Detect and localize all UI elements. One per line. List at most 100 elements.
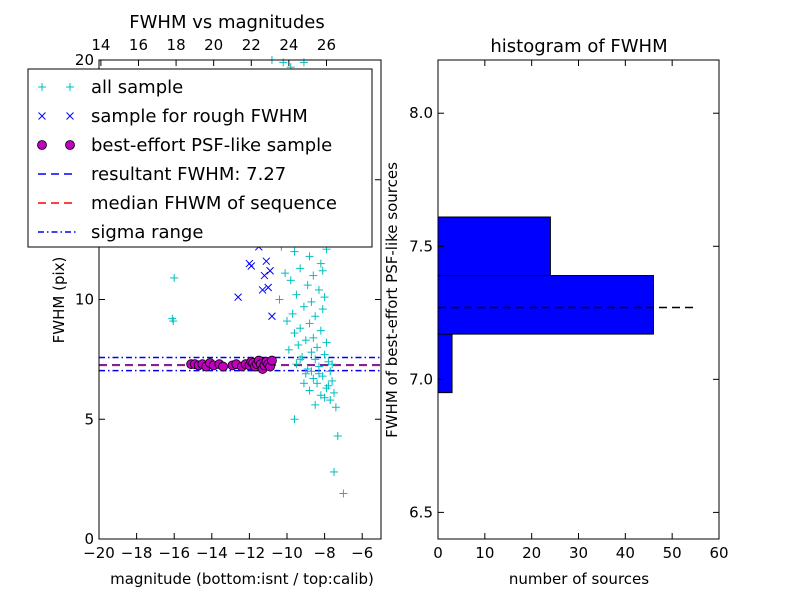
legend-entry: median FHWM of sequence <box>38 193 337 214</box>
all-sample-point <box>303 281 312 290</box>
psf-sample-point <box>267 355 277 366</box>
all-sample-point <box>301 336 310 345</box>
all-sample-point <box>326 396 335 405</box>
y-tick-label: 8.0 <box>409 104 433 122</box>
top-tick-label: 20 <box>204 36 223 54</box>
all-sample-point <box>296 355 305 364</box>
all-sample-point <box>311 400 320 409</box>
x-tick-label: 50 <box>663 544 682 562</box>
all-sample-point <box>284 345 293 354</box>
all-sample-point <box>292 290 301 299</box>
y-tick-label: 5 <box>84 410 94 428</box>
y-tick-label: 6.5 <box>409 503 433 521</box>
all-sample-point <box>292 360 301 369</box>
all-sample-point <box>307 367 316 376</box>
all-sample-point <box>314 362 323 371</box>
y-tick-label: 20 <box>75 51 94 69</box>
histogram-x-axis-ticks: 0 10 20 30 40 50 60 <box>433 60 729 562</box>
legend-marker <box>66 83 74 91</box>
all-sample-point <box>318 305 327 314</box>
all-sample-point <box>170 273 179 282</box>
legend-label: resultant FWHM: 7.27 <box>91 164 286 185</box>
all-sample-point <box>318 266 327 275</box>
all-sample-point <box>316 259 325 268</box>
psf-sample-point <box>218 361 228 372</box>
legend-marker <box>38 83 46 91</box>
all-sample-point <box>309 271 318 280</box>
all-sample-point <box>314 369 323 378</box>
x-tick-label: −10 <box>271 544 303 562</box>
all-sample-point <box>286 276 295 285</box>
legend-marker <box>37 140 47 150</box>
all-sample-point <box>299 379 308 388</box>
legend-label: sigma range <box>91 222 203 243</box>
all-sample-point <box>313 343 322 352</box>
y-tick-label: 7.0 <box>409 370 433 388</box>
legend-entry: resultant FWHM: 7.27 <box>38 164 286 185</box>
histogram-bar <box>437 216 551 277</box>
legend-entry: sigma range <box>38 222 203 243</box>
all-sample-point <box>311 355 320 364</box>
all-sample-point <box>330 467 338 476</box>
all-sample-point <box>296 324 305 333</box>
all-sample-point <box>305 319 314 328</box>
rough-fwhm-point <box>268 312 276 321</box>
all-sample-point <box>299 302 308 311</box>
all-sample-point <box>288 309 297 318</box>
scatter-chart: FWHM vs magnitudes 14 16 18 20 22 24 26 −20 −18… <box>27 12 382 588</box>
x-tick-label: −6 <box>351 544 373 562</box>
legend-label: sample for rough FWHM <box>91 106 308 127</box>
legend-label: all sample <box>91 77 183 98</box>
scatter-x-axis-ticks: −20 −18 −16 −14 −12 −10 −8 −6 <box>83 533 373 562</box>
all-sample-point <box>290 329 299 338</box>
all-sample-point <box>316 326 325 335</box>
x-tick-label: 10 <box>475 544 494 562</box>
x-tick-label: −12 <box>234 544 266 562</box>
all-sample-point <box>305 386 314 395</box>
scatter-title: FWHM vs magnitudes <box>129 12 324 33</box>
y-tick-label: 10 <box>75 291 94 309</box>
top-tick-label: 14 <box>91 36 110 54</box>
all-sample-point <box>275 295 284 304</box>
all-sample-point <box>309 374 318 383</box>
x-tick-label: −18 <box>121 544 153 562</box>
all-sample-point <box>320 393 329 402</box>
histogram-bar <box>437 333 453 394</box>
rough-fwhm-point <box>260 271 269 280</box>
histogram-y-axis-ticks: 6.5 7.0 7.5 8.0 <box>409 104 719 521</box>
x-tick-label: 40 <box>616 544 635 562</box>
histogram-title: histogram of FWHM <box>490 36 667 57</box>
x-tick-label: 60 <box>709 544 728 562</box>
legend-box <box>27 68 373 248</box>
all-sample-point <box>326 367 335 376</box>
legend-label: median FHWM of sequence <box>91 193 337 214</box>
y-tick-label: 7.5 <box>409 237 433 255</box>
all-sample-point <box>169 317 178 326</box>
legend-marker <box>66 112 74 120</box>
all-sample-point <box>307 348 316 357</box>
top-axis-ticks: 14 16 18 20 22 24 26 <box>91 36 336 66</box>
all-sample-point <box>281 269 290 278</box>
histogram-plot-area <box>437 216 696 394</box>
histogram-bar <box>437 275 654 335</box>
histogram-chart: histogram of FWHM 0 10 20 30 40 50 60 6.5 7.0 7.… <box>383 36 729 588</box>
scatter-y-axis-label: FWHM (pix) <box>50 257 68 344</box>
all-sample-point <box>296 264 305 273</box>
all-sample-point <box>331 403 340 412</box>
all-sample-point <box>294 341 303 350</box>
all-sample-point <box>305 252 314 261</box>
histogram-y-axis-label: FWHM of best-effort PSF-like sources <box>383 162 401 438</box>
rough-fwhm-point <box>266 266 274 275</box>
all-sample-point <box>309 333 318 342</box>
rough-fwhm-point <box>247 262 256 270</box>
legend-marker <box>65 140 75 150</box>
all-sample-point <box>320 350 329 359</box>
legend: all sample sample for rough FWHM best-effo… <box>27 68 373 248</box>
legend-entry: best-effort PSF-like sample <box>37 135 332 156</box>
all-sample-point <box>333 432 342 441</box>
all-sample-point <box>313 379 322 388</box>
x-tick-label: −20 <box>83 544 115 562</box>
top-tick-label: 26 <box>317 36 336 54</box>
x-tick-label: 30 <box>569 544 588 562</box>
